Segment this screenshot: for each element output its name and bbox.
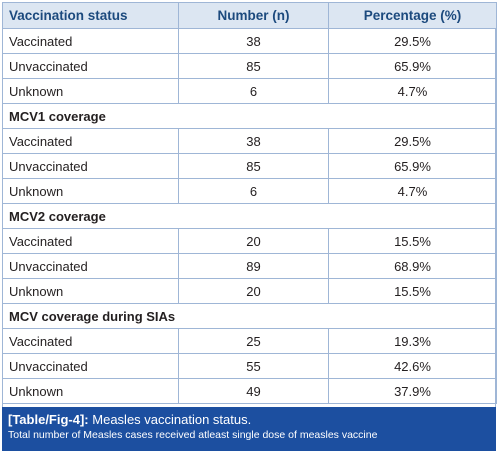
percentage-cell: 4.7%: [328, 178, 497, 204]
percentage-cell: 68.9%: [328, 253, 497, 279]
table-header-row: Vaccination status Number (n) Percentage…: [2, 2, 497, 29]
percentage-cell: 37.9%: [328, 378, 497, 404]
number-cell: 20: [178, 228, 329, 254]
percentage-cell: 29.5%: [328, 128, 497, 154]
caption-note: Total number of Measles cases received a…: [8, 429, 378, 441]
table-row: Unvaccinated 85 65.9%: [2, 53, 497, 79]
status-cell: Unvaccinated: [2, 53, 179, 79]
table-row: Vaccinated 38 29.5%: [2, 128, 497, 154]
status-cell: Unvaccinated: [2, 153, 179, 179]
status-cell: Unknown: [2, 178, 179, 204]
status-cell: Unknown: [2, 378, 179, 404]
table-row: Unknown 6 4.7%: [2, 78, 497, 104]
caption-label: [Table/Fig-4]:: [8, 412, 89, 427]
table-row: Unvaccinated 89 68.9%: [2, 253, 497, 279]
percentage-cell: 19.3%: [328, 328, 497, 354]
number-cell: 25: [178, 328, 329, 354]
status-cell: Unknown: [2, 278, 179, 304]
caption-title: Measles vaccination status.: [92, 412, 252, 427]
number-cell: 20: [178, 278, 329, 304]
section-title: MCV1 coverage: [2, 103, 497, 129]
percentage-cell: 15.5%: [328, 278, 497, 304]
percentage-cell: 4.7%: [328, 78, 497, 104]
table-row: Vaccinated 38 29.5%: [2, 28, 497, 54]
table-row: Unknown 6 4.7%: [2, 178, 497, 204]
status-cell: Vaccinated: [2, 128, 179, 154]
status-cell: Vaccinated: [2, 228, 179, 254]
number-cell: 6: [178, 78, 329, 104]
number-cell: 49: [178, 378, 329, 404]
section-row-mcv1: MCV1 coverage: [2, 103, 497, 129]
vaccination-status-table: Vaccination status Number (n) Percentage…: [2, 2, 497, 404]
table-row: Unknown 20 15.5%: [2, 278, 497, 304]
status-cell: Vaccinated: [2, 28, 179, 54]
percentage-cell: 15.5%: [328, 228, 497, 254]
status-cell: Unvaccinated: [2, 253, 179, 279]
section-title: MCV2 coverage: [2, 203, 497, 229]
table-row: Unknown 49 37.9%: [2, 378, 497, 404]
number-cell: 89: [178, 253, 329, 279]
table-row: Unvaccinated 55 42.6%: [2, 353, 497, 379]
number-cell: 85: [178, 53, 329, 79]
percentage-cell: 65.9%: [328, 53, 497, 79]
table-row: Vaccinated 25 19.3%: [2, 328, 497, 354]
section-row-mcv2: MCV2 coverage: [2, 203, 497, 229]
number-cell: 55: [178, 353, 329, 379]
percentage-cell: 29.5%: [328, 28, 497, 54]
table-row: Vaccinated 20 15.5%: [2, 228, 497, 254]
header-percentage: Percentage (%): [328, 2, 497, 29]
number-cell: 38: [178, 28, 329, 54]
caption-title-line: [Table/Fig-4]: Measles vaccination statu…: [8, 411, 490, 428]
table-caption: [Table/Fig-4]: Measles vaccination statu…: [2, 407, 496, 451]
table-row: Unvaccinated 85 65.9%: [2, 153, 497, 179]
status-cell: Unvaccinated: [2, 353, 179, 379]
percentage-cell: 42.6%: [328, 353, 497, 379]
number-cell: 6: [178, 178, 329, 204]
number-cell: 85: [178, 153, 329, 179]
header-number: Number (n): [178, 2, 329, 29]
section-row-sias: MCV coverage during SIAs: [2, 303, 497, 329]
status-cell: Vaccinated: [2, 328, 179, 354]
section-title: MCV coverage during SIAs: [2, 303, 497, 329]
number-cell: 38: [178, 128, 329, 154]
percentage-cell: 65.9%: [328, 153, 497, 179]
status-cell: Unknown: [2, 78, 179, 104]
header-vaccination-status: Vaccination status: [2, 2, 179, 29]
